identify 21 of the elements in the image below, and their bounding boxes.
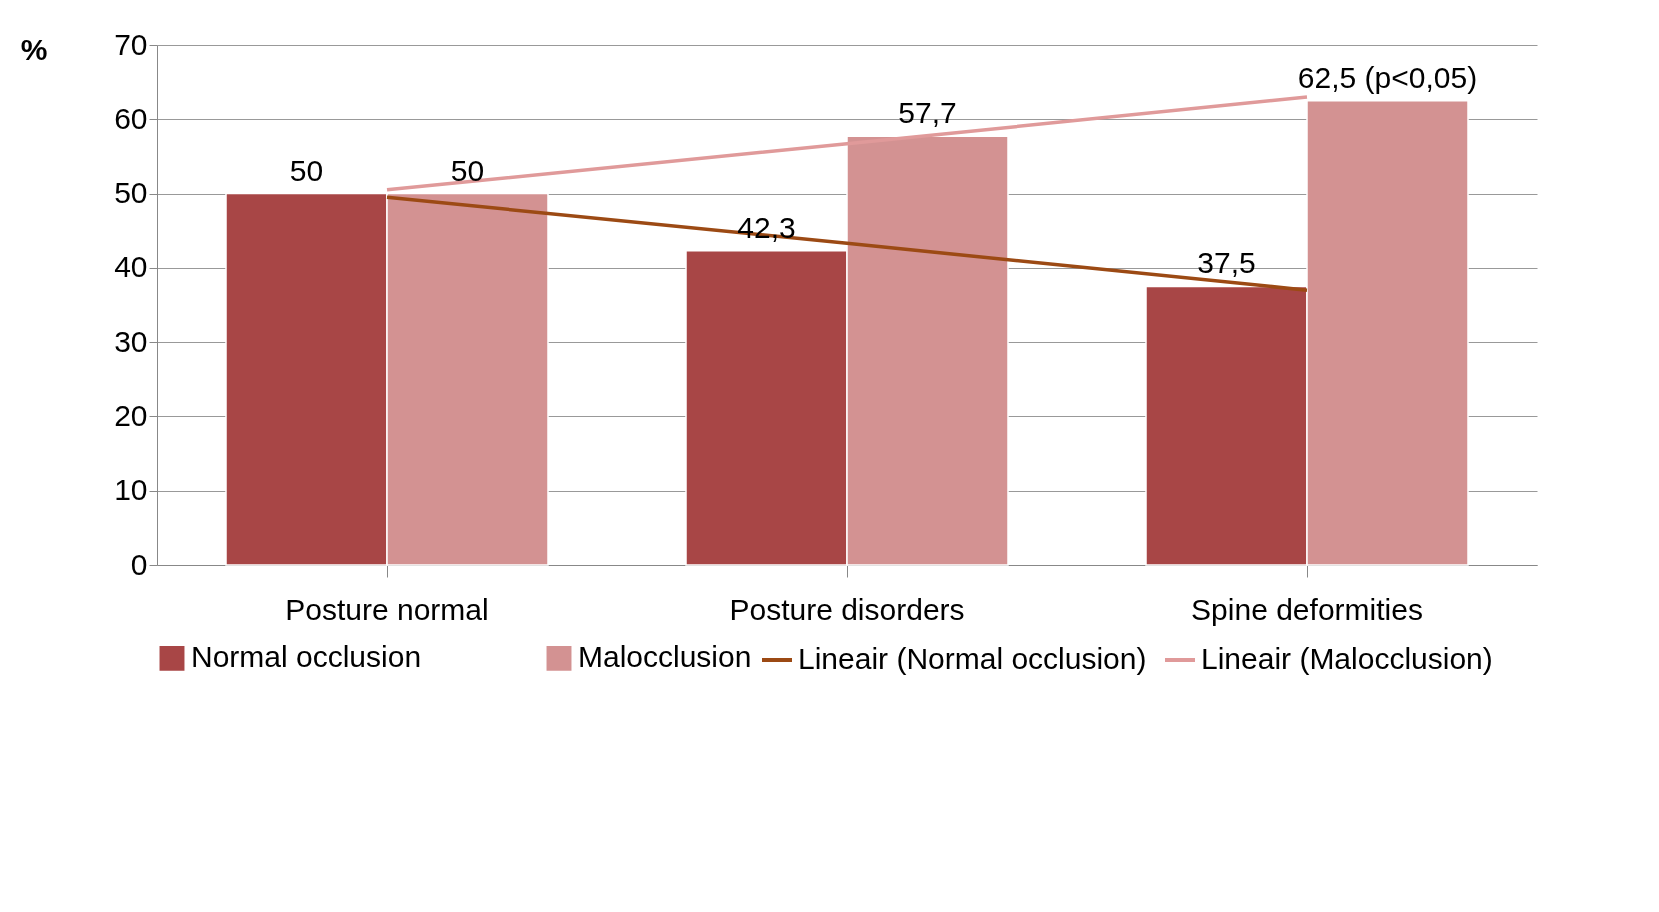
x-tick-label: Spine deformities — [1191, 592, 1423, 626]
x-tick-label: Posture normal — [285, 592, 489, 626]
x-tick-label: Posture disorders — [729, 592, 965, 626]
y-tick-label: 0 — [130, 547, 148, 581]
y-tick-label: 10 — [114, 473, 148, 507]
legend-label: Normal occlusion — [191, 640, 422, 674]
y-tick-label: 50 — [114, 176, 148, 210]
data-label: 50 — [289, 153, 324, 187]
y-tick-label: 40 — [114, 250, 148, 284]
legend-label: Lineair (Normal occlusion) — [798, 642, 1147, 675]
data-label: 62,5 (p<0,05) — [1297, 60, 1478, 94]
y-tick-label: 70 — [114, 27, 148, 61]
legend-label: Malocclusion — [578, 640, 752, 674]
data-label: 37,5 — [1197, 246, 1256, 280]
y-tick-label: 30 — [114, 324, 148, 358]
data-label: 57,7 — [898, 96, 957, 130]
y-tick-label: 60 — [114, 101, 148, 135]
legend-label: Lineair (Malocclusion) — [1201, 642, 1493, 675]
data-label: 50 — [450, 153, 485, 187]
y-axis-title: % — [20, 32, 48, 66]
y-tick-label: 20 — [114, 398, 148, 432]
